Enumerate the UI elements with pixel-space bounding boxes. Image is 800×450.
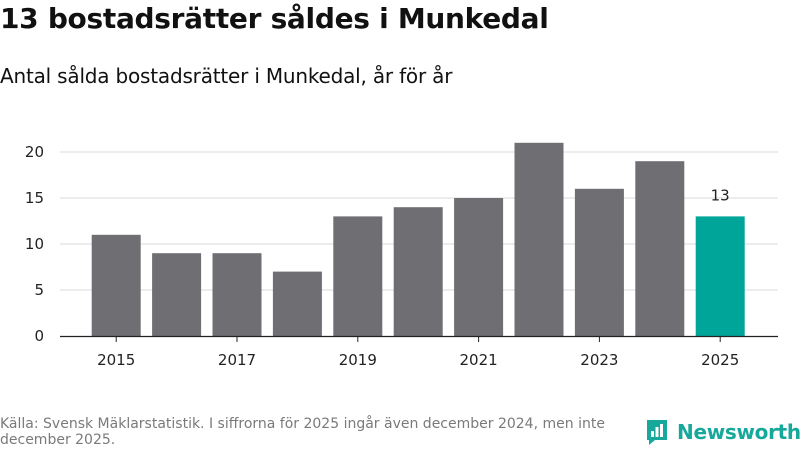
bars	[91, 142, 745, 336]
bar-chart: 0 5 10 15 20 2015 2017 2019 2021 2023 2025 13	[25, 142, 778, 369]
bar-2021	[454, 198, 504, 336]
y-tick-label-20: 20	[25, 143, 44, 161]
x-tick-label-2023: 2023	[580, 351, 618, 369]
bar-2015	[91, 234, 141, 336]
bar-2016	[152, 253, 202, 336]
source-note: Källa: Svensk Mäklarstatistik. I siffror…	[0, 416, 605, 448]
bar-2023	[574, 188, 624, 336]
bar-2019	[333, 216, 383, 336]
bar-2018	[272, 271, 322, 336]
x-tick-label-2017: 2017	[218, 351, 256, 369]
axes: 0 5 10 15 20 2015 2017 2019 2021 2023 2025	[25, 143, 778, 369]
y-tick-label-0: 0	[34, 327, 44, 345]
bar-2024	[635, 161, 685, 336]
bar-2025	[695, 216, 745, 336]
chart-subtitle: Antal sålda bostadsrätter i Munkedal, år…	[0, 64, 453, 88]
x-tick-label-2021: 2021	[460, 351, 498, 369]
bar-2020	[393, 207, 443, 336]
x-tick-label-2025: 2025	[701, 351, 739, 369]
x-tick-label-2015: 2015	[97, 351, 135, 369]
chart-logo-icon	[647, 420, 667, 445]
bar-2017	[212, 253, 262, 336]
brand-name: Newsworthy	[677, 420, 800, 444]
x-tick-label-2019: 2019	[339, 351, 377, 369]
chart-title: 13 bostadsrätter såldes i Munkedal	[0, 2, 549, 35]
data-labels: 13	[711, 186, 730, 204]
y-tick-label-5: 5	[34, 281, 44, 299]
y-tick-label-15: 15	[25, 189, 44, 207]
newsworthy-logo[interactable]: Newsworthy	[645, 418, 800, 446]
data-label-2025: 13	[711, 186, 730, 204]
bar-2022	[514, 142, 564, 336]
y-tick-label-10: 10	[25, 235, 44, 253]
